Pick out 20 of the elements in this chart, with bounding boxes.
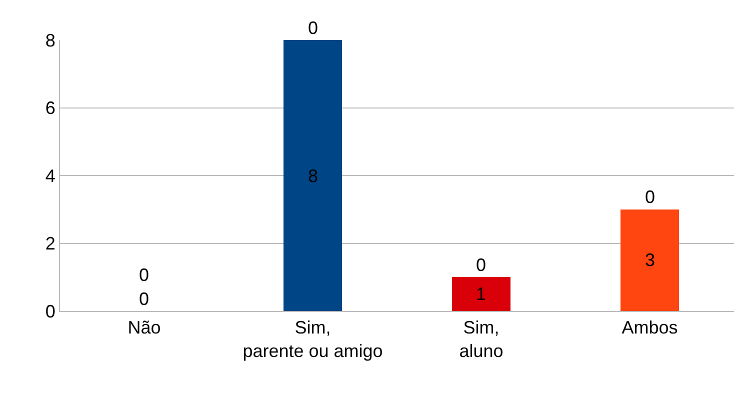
bar	[620, 209, 680, 311]
x-tick-label: Ambos	[622, 318, 678, 338]
data-label: 0	[476, 255, 486, 275]
y-tick-label: 0	[45, 301, 56, 322]
data-label: 0	[308, 18, 318, 38]
x-tick-label: Não	[128, 318, 161, 338]
data-label: 1	[476, 284, 486, 304]
data-label: 0	[139, 289, 150, 309]
data-label: 8	[308, 166, 318, 186]
data-label: 3	[645, 250, 656, 270]
data-label: 0	[139, 265, 150, 285]
bar	[452, 277, 511, 311]
y-tick-label: 6	[45, 98, 56, 118]
y-tick-label: 8	[45, 30, 56, 50]
x-tick-label: Sim, parente ou amigo	[242, 318, 383, 361]
x-tick-label: Sim, aluno	[459, 318, 504, 361]
y-tick-label: 2	[45, 234, 56, 254]
data-label: 0	[645, 187, 656, 207]
bar	[283, 40, 342, 311]
y-tick-label: 4	[45, 166, 56, 186]
